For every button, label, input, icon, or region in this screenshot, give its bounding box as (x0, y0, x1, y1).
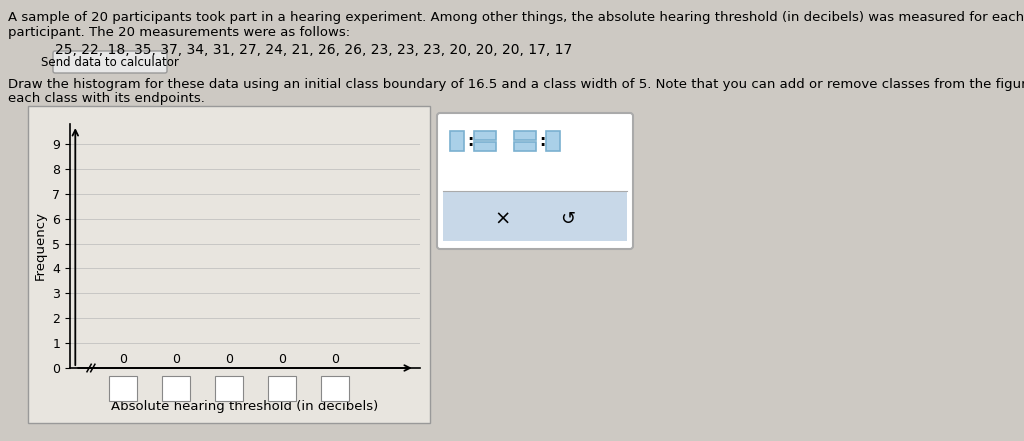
Bar (322, 376, 349, 401)
Text: participant. The 20 measurements were as follows:: participant. The 20 measurements were as… (8, 26, 350, 39)
Bar (514, 142, 536, 151)
Bar (450, 131, 464, 151)
Bar (162, 376, 189, 401)
Bar (110, 376, 137, 401)
Text: Send data to calculator: Send data to calculator (41, 56, 179, 68)
Text: A sample of 20 participants took part in a hearing experiment. Among other thing: A sample of 20 participants took part in… (8, 11, 1024, 24)
Text: 0: 0 (225, 353, 233, 366)
Text: ↺: ↺ (560, 210, 574, 228)
Text: 0: 0 (119, 353, 127, 366)
Bar (268, 376, 296, 401)
Text: Draw the histogram for these data using an initial class boundary of 16.5 and a : Draw the histogram for these data using … (8, 78, 1024, 91)
Bar (443, 191, 627, 241)
Text: Absolute hearing threshold (in decibels): Absolute hearing threshold (in decibels) (112, 400, 379, 413)
Text: :: : (467, 134, 473, 149)
Text: 0: 0 (279, 353, 286, 366)
Bar (514, 131, 536, 140)
Text: 0: 0 (172, 353, 180, 366)
Text: 25, 22, 18, 35, 37, 34, 31, 27, 24, 21, 26, 26, 23, 23, 23, 20, 20, 20, 17, 17: 25, 22, 18, 35, 37, 34, 31, 27, 24, 21, … (55, 43, 572, 57)
Text: each class with its endpoints.: each class with its endpoints. (8, 92, 205, 105)
Bar (28, 106, 430, 423)
Bar (474, 131, 496, 140)
Bar (474, 142, 496, 151)
Bar (546, 131, 560, 151)
Text: :: : (539, 134, 545, 149)
Text: 0: 0 (331, 353, 339, 366)
Bar (215, 376, 243, 401)
Y-axis label: Frequency: Frequency (34, 212, 47, 280)
Text: ×: × (495, 209, 511, 228)
FancyBboxPatch shape (437, 113, 633, 249)
FancyBboxPatch shape (53, 51, 167, 73)
